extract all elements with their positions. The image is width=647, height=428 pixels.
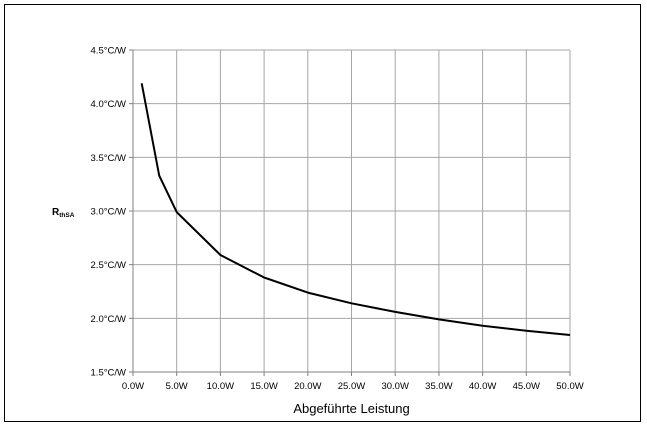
x-tick-label: 45.0W xyxy=(513,381,540,392)
y-tick-label: 3.0°C/W xyxy=(91,207,127,218)
y-axis-title: RthSA xyxy=(52,207,75,219)
x-tick-label: 5.0W xyxy=(166,381,188,392)
series-layer xyxy=(140,83,571,336)
grid-layer xyxy=(132,49,571,373)
y-tick-label: 4.5°C/W xyxy=(91,46,127,57)
y-tick-label: 2.5°C/W xyxy=(91,260,127,271)
x-tick-label: 15.0W xyxy=(250,381,277,392)
x-tick-label: 40.0W xyxy=(469,381,496,392)
y-tick-label: 4.0°C/W xyxy=(91,99,127,110)
y-tick-label: 2.0°C/W xyxy=(91,314,127,325)
x-tick-label: 50.0W xyxy=(556,381,583,392)
x-tick-label: 35.0W xyxy=(425,381,452,392)
y-axis-title-main: R xyxy=(52,207,60,218)
x-tick-label: 25.0W xyxy=(338,381,365,392)
x-tick-label: 20.0W xyxy=(294,381,321,392)
x-tick-label: 10.0W xyxy=(207,381,234,392)
x-tick-label: 0.0W xyxy=(122,381,144,392)
series-line xyxy=(140,83,571,336)
y-tick-label: 3.5°C/W xyxy=(91,153,127,164)
chart-frame xyxy=(4,4,641,422)
x-axis-title: Abgeführte Leistung xyxy=(293,401,409,416)
x-tick-label: 30.0W xyxy=(381,381,408,392)
y-tick-label: 1.5°C/W xyxy=(91,368,127,379)
y-axis-title-subscript: thSA xyxy=(59,212,74,219)
label-layer: Abgeführte Leistung RthSA xyxy=(52,207,410,416)
axis-layer: 0.0W 5.0W 10.0W 15.0W 20.0W 25.0W 30.0W 35.0W 40… xyxy=(91,46,584,393)
